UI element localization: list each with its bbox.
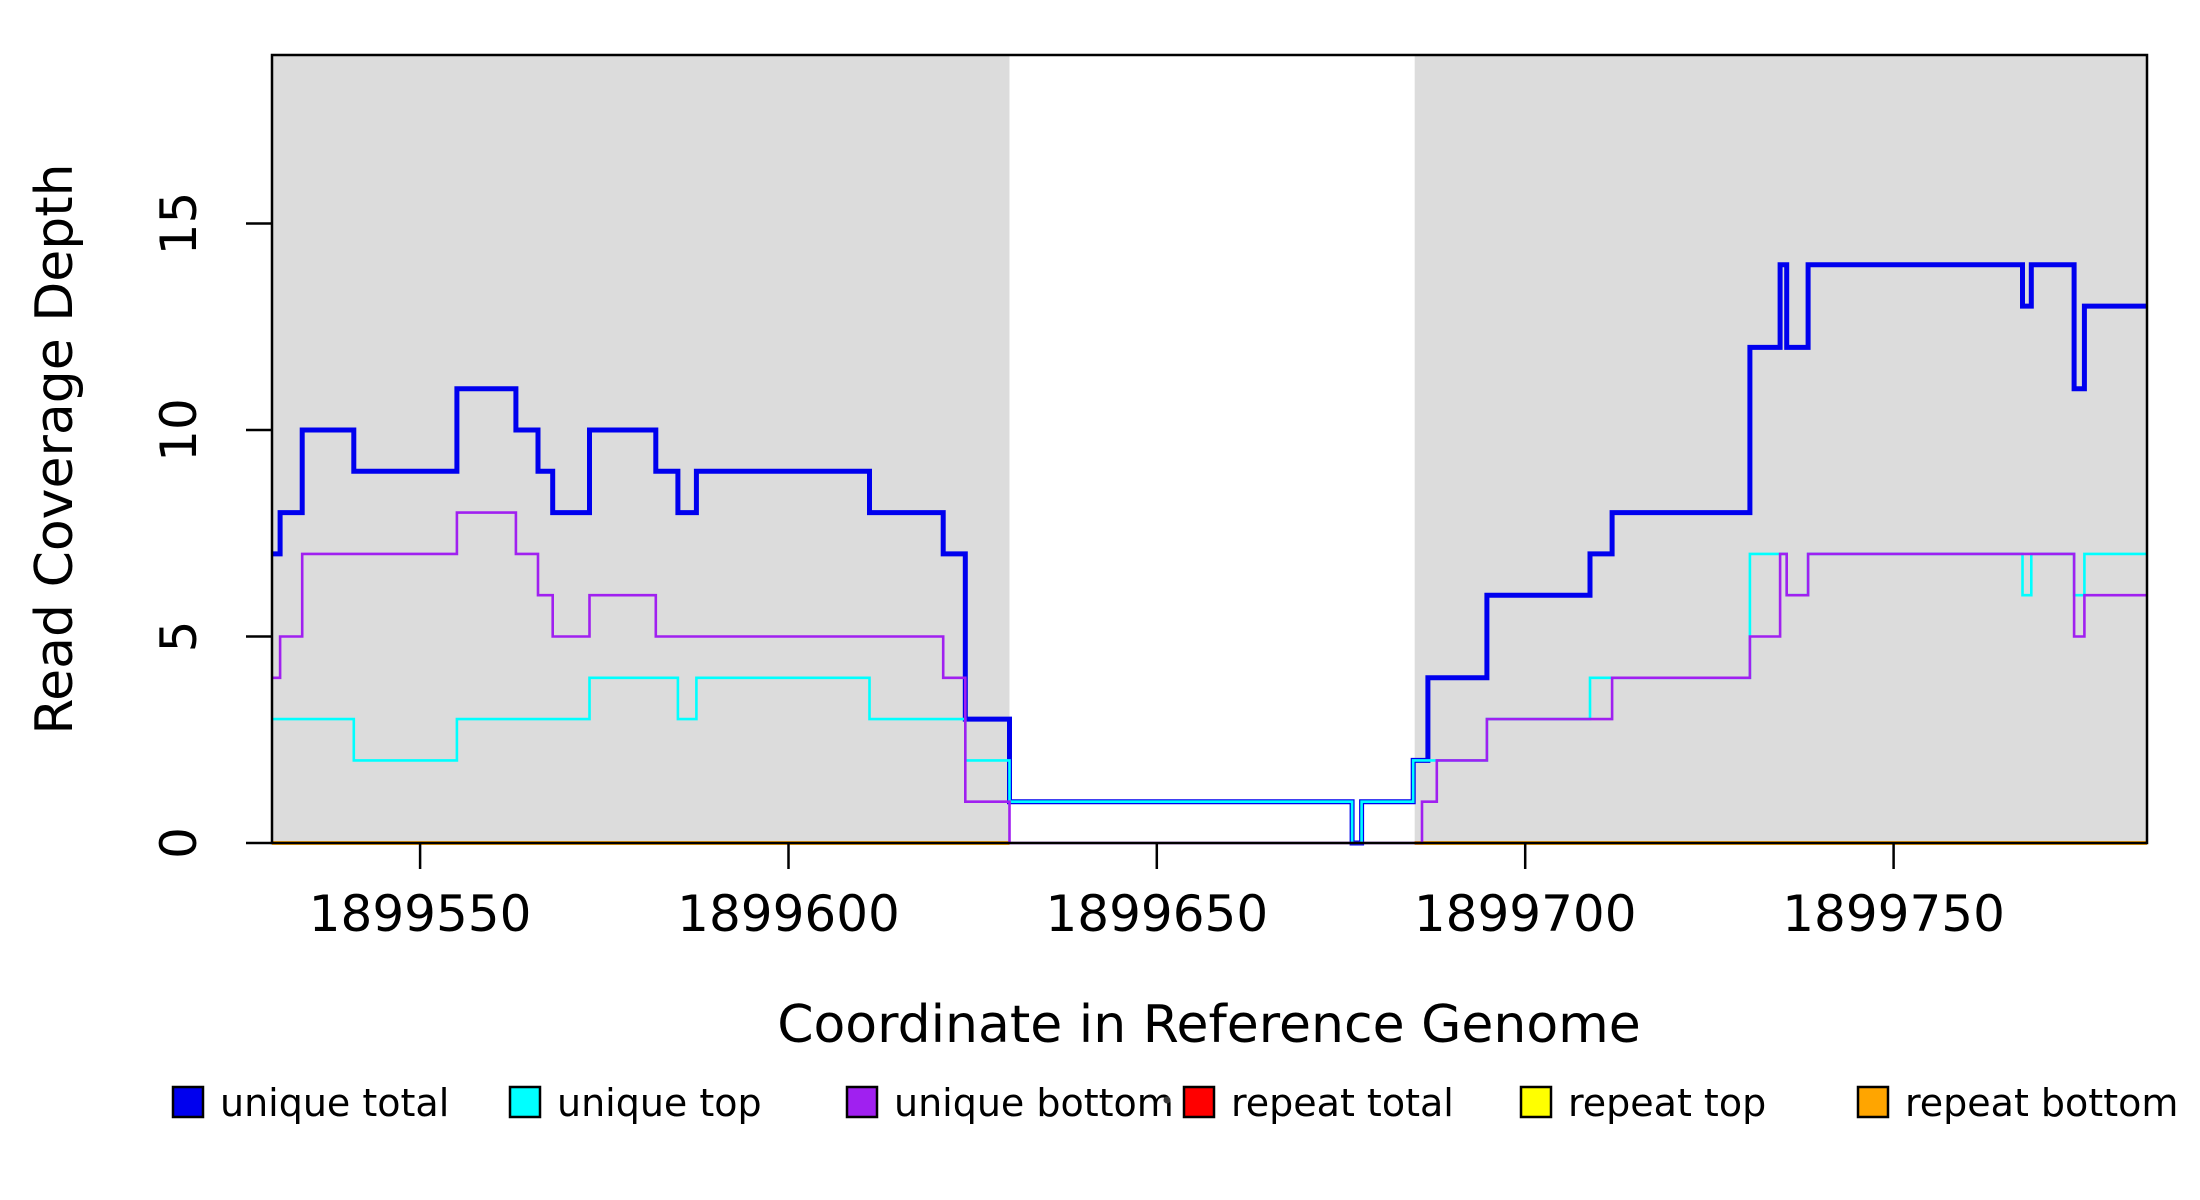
- x-tick-label: 1899550: [309, 885, 532, 943]
- x-tick-label: 1899750: [1782, 885, 2005, 943]
- repeat-top-swatch: [1519, 1085, 1553, 1119]
- legend-label: unique bottom: [894, 1081, 1174, 1125]
- legend-item-repeat-total: repeat total: [1182, 1081, 1454, 1125]
- legend-label: unique total: [220, 1081, 449, 1125]
- y-tick-label: 5: [150, 621, 208, 653]
- series-unique-top: [272, 552, 2147, 845]
- legend-label: repeat bottom: [1905, 1081, 2178, 1125]
- unique-top-swatch: [508, 1085, 542, 1119]
- series-line: [272, 511, 2147, 845]
- repeat-region-right: [1414, 55, 2147, 843]
- y-tick-label: 15: [150, 192, 208, 256]
- legend-label: unique top: [557, 1081, 762, 1125]
- legend-item-unique-total: unique total: [171, 1081, 449, 1125]
- legend: unique total unique top unique bottom repea…: [171, 1081, 2178, 1125]
- legend-item-unique-top: unique top: [508, 1081, 762, 1125]
- y-axis-title: Read Coverage Depth: [25, 163, 85, 734]
- unique-total-swatch: [171, 1085, 205, 1119]
- x-tick-label: 1899700: [1414, 885, 1637, 943]
- plot-border: [270, 53, 2149, 845]
- x-tick-label: 1899600: [677, 885, 900, 943]
- legend-item-repeat-bottom: repeat bottom: [1856, 1081, 2178, 1125]
- x-tick-label: 1899650: [1045, 885, 1268, 943]
- unique-bottom-swatch: [845, 1085, 879, 1119]
- repeat-bottom-swatch: [1856, 1085, 1890, 1119]
- series-line: [272, 552, 2147, 845]
- repeat-total-swatch: [1182, 1085, 1216, 1119]
- repeat-region-shading: [272, 55, 2147, 843]
- repeat-region-left: [272, 55, 1010, 843]
- stray-dot: [1163, 1096, 1171, 1104]
- y-tick-label: 10: [150, 398, 208, 462]
- legend-label: repeat total: [1231, 1081, 1454, 1125]
- legend-item-unique-bottom: unique bottom: [845, 1081, 1174, 1125]
- annotations: [1163, 1096, 1171, 1104]
- y-tick-label: 0: [150, 827, 208, 859]
- axes: 1899550 1899600 1899650 1899700 1899750 0 5 10 1…: [150, 53, 2149, 943]
- legend-label: repeat top: [1568, 1081, 1766, 1125]
- legend-item-repeat-top: repeat top: [1519, 1081, 1766, 1125]
- series-unique-bottom: [272, 511, 2147, 845]
- x-axis-title: Coordinate in Reference Genome: [777, 995, 1641, 1055]
